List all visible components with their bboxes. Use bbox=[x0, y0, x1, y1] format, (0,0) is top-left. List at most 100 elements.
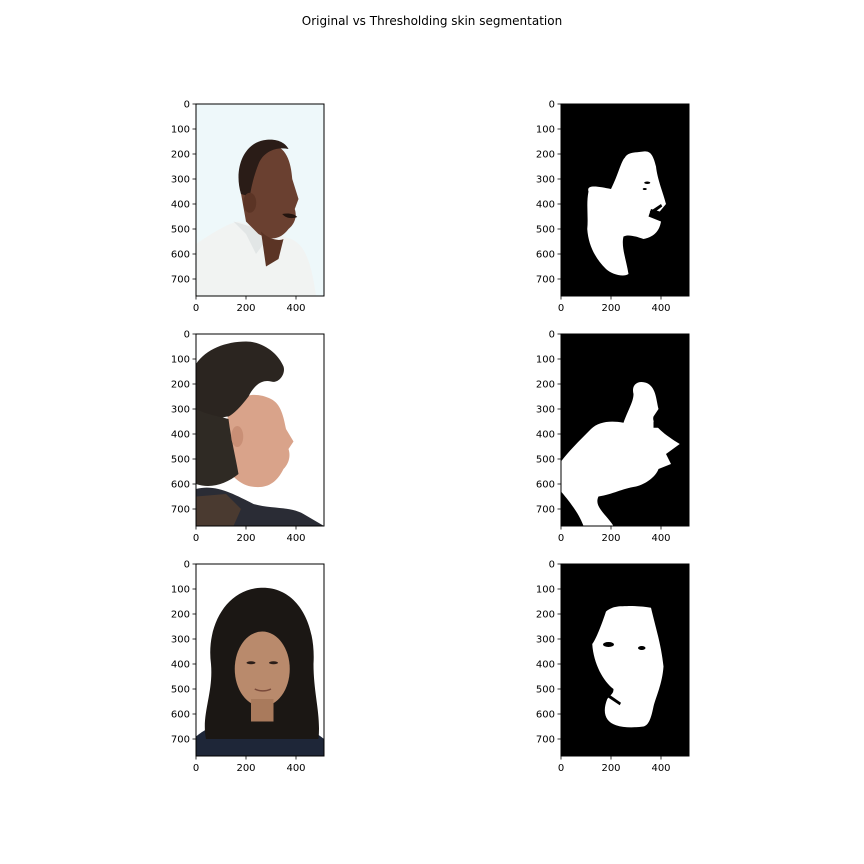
y-tick-label: 0 bbox=[184, 330, 190, 341]
panel-man2-profile: 0 100 200 300 400 500 600 700 0 200 400 bbox=[171, 330, 325, 544]
shirt bbox=[196, 494, 241, 526]
y-tick-label: 0 bbox=[549, 100, 555, 111]
y-tick-label: 400 bbox=[536, 430, 555, 441]
y-tick-label: 100 bbox=[536, 125, 555, 136]
y-tick-label: 0 bbox=[549, 560, 555, 571]
neck bbox=[251, 699, 274, 722]
face bbox=[234, 631, 290, 707]
x-tick-label: 200 bbox=[236, 303, 255, 314]
x-tick-label: 0 bbox=[558, 303, 564, 314]
mask-mouth-hole bbox=[649, 204, 663, 214]
x-tick-label: 400 bbox=[286, 533, 305, 544]
y-tick-label: 700 bbox=[536, 505, 555, 516]
y-tick-label: 400 bbox=[536, 200, 555, 211]
mask-region bbox=[561, 382, 680, 526]
x-tick-label: 0 bbox=[193, 763, 199, 774]
y-tick-label: 400 bbox=[171, 200, 190, 211]
y-tick-label: 200 bbox=[171, 150, 190, 161]
mask-eye-hole bbox=[642, 188, 647, 190]
x-tick-label: 400 bbox=[286, 763, 305, 774]
hair-back bbox=[196, 409, 239, 486]
y-tick-label: 700 bbox=[171, 505, 190, 516]
panel-image bbox=[196, 334, 324, 526]
y-tick-label: 300 bbox=[536, 175, 555, 186]
mustache bbox=[282, 213, 298, 219]
x-tick-label: 0 bbox=[193, 303, 199, 314]
y-tick-label: 700 bbox=[536, 275, 555, 286]
hair bbox=[196, 341, 284, 429]
panel-image bbox=[561, 334, 689, 526]
y-tick-label: 700 bbox=[171, 275, 190, 286]
panel-image bbox=[196, 104, 324, 296]
y-tick-label: 500 bbox=[536, 455, 555, 466]
y-tick-label: 600 bbox=[171, 480, 190, 491]
y-tick-label: 600 bbox=[536, 250, 555, 261]
mask-hole bbox=[608, 694, 621, 706]
ear bbox=[231, 426, 244, 447]
panel-man-profile-mask: 0 100 200 300 400 500 600 700 0 200 400 bbox=[536, 100, 690, 314]
y-tick-label: 100 bbox=[171, 125, 190, 136]
hair bbox=[238, 139, 289, 197]
face bbox=[223, 394, 294, 488]
mask-eye-hole bbox=[638, 646, 646, 650]
panel-man2-profile-mask: 0 100 200 300 400 500 600 700 0 200 400 bbox=[536, 330, 690, 544]
x-tick-label: 400 bbox=[651, 303, 670, 314]
x-tick-label: 400 bbox=[286, 303, 305, 314]
x-tick-label: 0 bbox=[193, 533, 199, 544]
y-tick-label: 0 bbox=[184, 100, 190, 111]
collar bbox=[233, 221, 276, 254]
x-tick-label: 200 bbox=[236, 533, 255, 544]
shirt bbox=[196, 221, 316, 296]
y-tick-label: 0 bbox=[184, 560, 190, 571]
panel-image bbox=[561, 104, 689, 296]
y-tick-label: 100 bbox=[536, 355, 555, 366]
y-tick-label: 300 bbox=[536, 635, 555, 646]
y-tick-label: 500 bbox=[536, 225, 555, 236]
y-tick-label: 400 bbox=[171, 660, 190, 671]
x-tick-label: 400 bbox=[651, 763, 670, 774]
neck bbox=[261, 231, 284, 267]
axes-frame bbox=[195, 333, 325, 527]
axes-frame bbox=[560, 563, 690, 757]
panel-image bbox=[196, 564, 324, 756]
y-tick-label: 0 bbox=[549, 330, 555, 341]
x-tick-label: 200 bbox=[236, 763, 255, 774]
y-tick-label: 200 bbox=[536, 610, 555, 621]
y-tick-label: 400 bbox=[536, 660, 555, 671]
y-tick-label: 700 bbox=[171, 735, 190, 746]
panel-man-profile: 0 100 200 300 400 500 600 700 0 200 400 bbox=[171, 100, 325, 314]
y-tick-label: 100 bbox=[536, 585, 555, 596]
y-tick-label: 600 bbox=[171, 710, 190, 721]
y-tick-label: 300 bbox=[171, 175, 190, 186]
y-tick-label: 500 bbox=[536, 685, 555, 696]
axes-frame bbox=[560, 333, 690, 527]
y-tick-label: 200 bbox=[171, 610, 190, 621]
mask-eye-hole bbox=[653, 421, 661, 428]
mask-hole bbox=[573, 519, 579, 522]
axes-frame bbox=[195, 563, 325, 757]
y-tick-label: 200 bbox=[536, 150, 555, 161]
y-tick-label: 200 bbox=[171, 380, 190, 391]
eye bbox=[269, 661, 278, 665]
panel-woman-front-mask: 0 100 200 300 400 500 600 700 0 200 400 bbox=[536, 560, 690, 774]
x-tick-label: 200 bbox=[601, 533, 620, 544]
y-tick-label: 500 bbox=[171, 455, 190, 466]
mask-eye-hole bbox=[644, 181, 651, 184]
y-tick-label: 300 bbox=[171, 405, 190, 416]
y-tick-label: 400 bbox=[171, 430, 190, 441]
y-tick-label: 500 bbox=[171, 685, 190, 696]
mask-eye-hole bbox=[603, 642, 614, 647]
eye bbox=[246, 661, 256, 665]
y-tick-label: 100 bbox=[171, 355, 190, 366]
panel-woman-front: 0 100 200 300 400 500 600 700 0 200 400 bbox=[171, 560, 325, 774]
y-tick-label: 300 bbox=[171, 635, 190, 646]
mouth bbox=[254, 688, 272, 692]
y-tick-label: 200 bbox=[536, 380, 555, 391]
y-tick-label: 600 bbox=[171, 250, 190, 261]
y-tick-label: 600 bbox=[536, 480, 555, 491]
panel-image bbox=[561, 564, 689, 756]
x-tick-label: 0 bbox=[558, 763, 564, 774]
y-tick-label: 300 bbox=[536, 405, 555, 416]
axes-frame bbox=[195, 103, 325, 297]
